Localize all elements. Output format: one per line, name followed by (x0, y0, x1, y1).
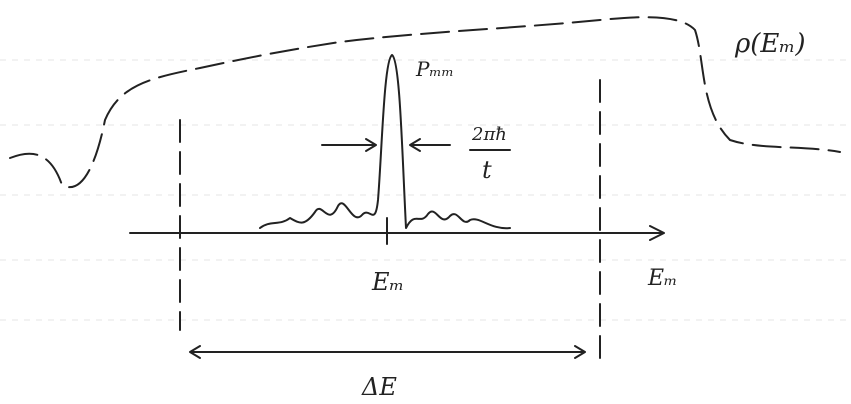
peak-label: Pₘₘ (415, 57, 454, 81)
center-label: Eₘ (371, 268, 404, 296)
density-curve (10, 17, 840, 187)
energy-axis (130, 226, 664, 240)
diagram: ρ(Eₘ) Pₘₘ 2πħ t Eₘ Eₘ ΔE (0, 0, 851, 404)
background-grid (0, 60, 851, 320)
width-arrow-left (322, 139, 376, 151)
interval-arrow (190, 346, 585, 358)
width-denominator: t (482, 156, 492, 184)
width-arrow-right (410, 139, 450, 151)
interval-label: ΔE (361, 373, 397, 401)
width-numerator: 2πħ (471, 124, 507, 145)
axis-label: Eₘ (647, 266, 678, 291)
density-label: ρ(Eₘ) (734, 29, 806, 59)
